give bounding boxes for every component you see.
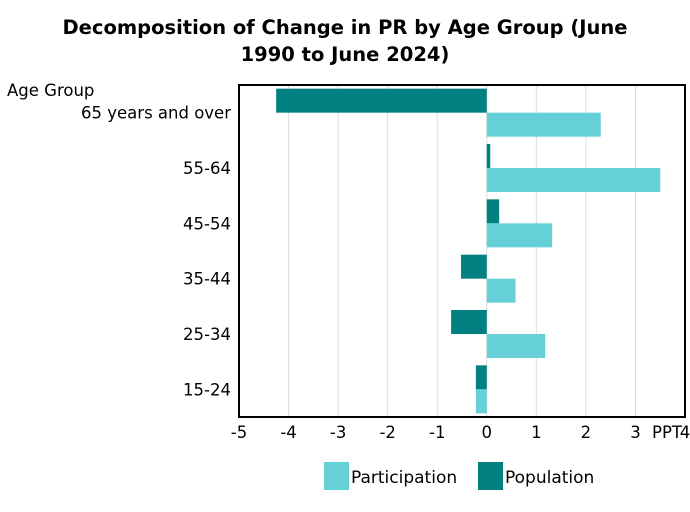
legend-label: Population <box>505 468 594 488</box>
y-tick-label: 65 years and over <box>81 104 231 123</box>
bar-participation <box>486 112 601 137</box>
legend-label: Participation <box>351 468 457 488</box>
y-tick-label: 55-64 <box>183 159 231 178</box>
y-tick-label: 45-54 <box>183 214 231 233</box>
x-tick-label: 4 <box>680 423 690 442</box>
legend-swatch <box>324 462 349 490</box>
y-tick-labels: 15-24 25-34 35-44 45-54 55-64 65 years and ov… <box>81 104 231 400</box>
bar-population <box>451 310 487 334</box>
bar-participation <box>486 334 546 358</box>
x-tick-label: -2 <box>379 423 395 442</box>
y-tick-label: 35-44 <box>183 270 231 289</box>
x-tick-label: -1 <box>429 423 445 442</box>
bar-population <box>486 144 491 168</box>
x-tick-label: 3 <box>630 423 641 442</box>
plot-frame <box>238 84 686 418</box>
y-tick-label: 25-34 <box>183 325 231 344</box>
x-tick-label: -3 <box>330 423 346 442</box>
x-tick-labels: -5 -4 -3 -2 -1 0 1 2 3 4 <box>231 423 690 442</box>
bar-participation <box>486 223 553 248</box>
x-tick-label: 2 <box>581 423 592 442</box>
bar-population <box>461 254 487 279</box>
bar-population <box>276 88 487 113</box>
bars <box>276 88 661 414</box>
legend: Participation Population <box>324 462 594 490</box>
x-tick-label: 1 <box>531 423 542 442</box>
y-axis-title: Age Group <box>7 81 94 100</box>
bar-participation <box>475 389 487 414</box>
x-tick-label: -4 <box>280 423 296 442</box>
bar-participation <box>486 278 516 303</box>
chart-title: Decomposition of Change in PR by Age Gro… <box>62 16 628 66</box>
legend-swatch <box>478 462 503 490</box>
x-axis-unit: PPT <box>652 423 683 442</box>
bar-participation <box>486 168 661 192</box>
y-tick-label: 15-24 <box>183 380 231 399</box>
x-tick-label: -5 <box>231 423 247 442</box>
grid-lines <box>288 85 636 417</box>
x-tick-label: 0 <box>482 423 493 442</box>
bar-population <box>475 365 487 390</box>
bar-population <box>486 199 500 224</box>
